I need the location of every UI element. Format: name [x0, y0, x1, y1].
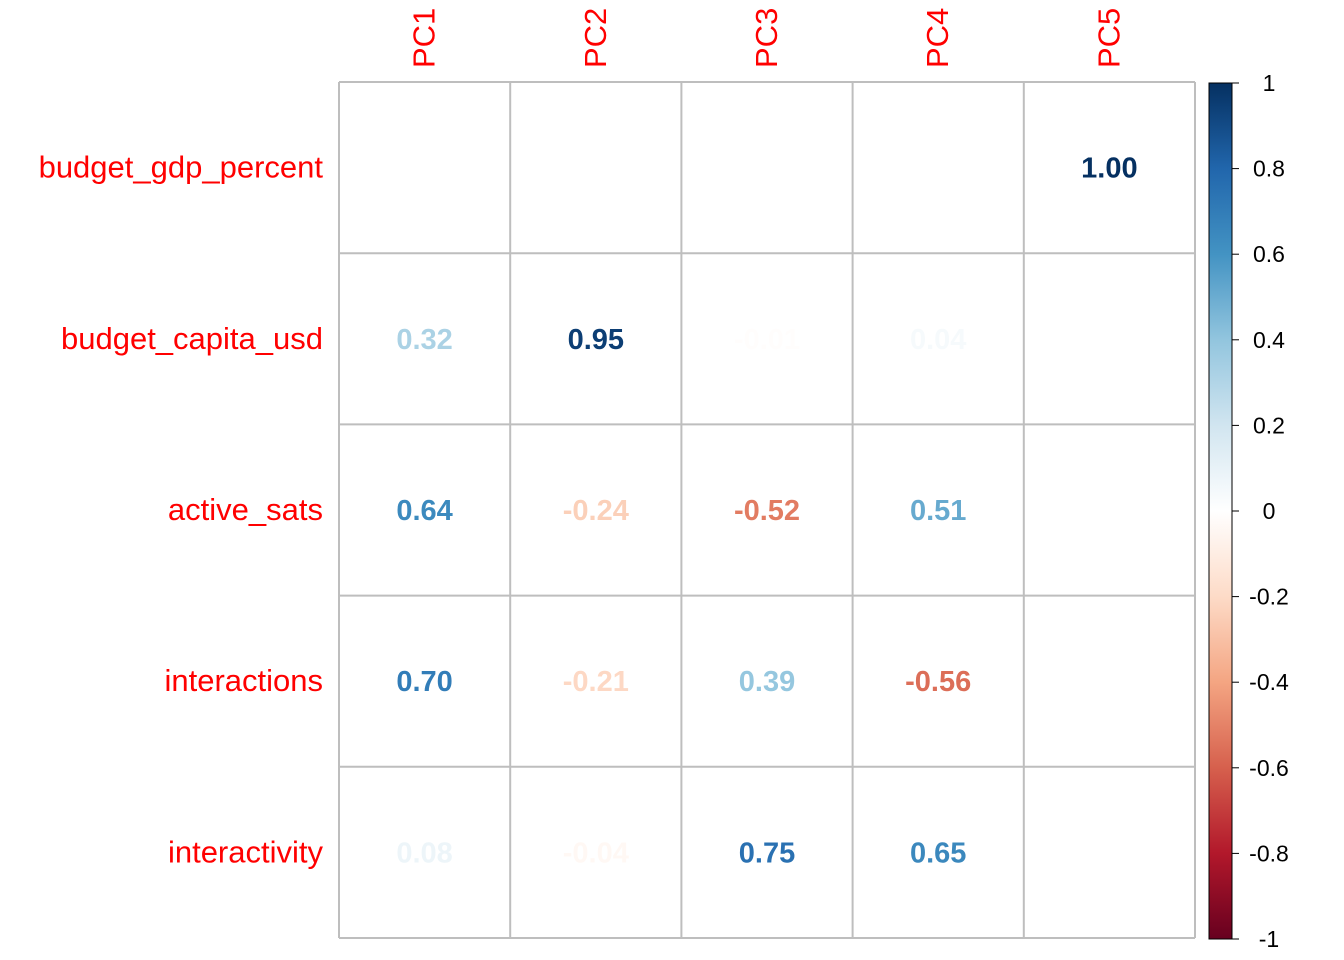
colorbar-tick-label: -0.8 — [1249, 840, 1289, 866]
colorbar: 1 0.8 0.6 0.4 0.2 0 -0.2 -0.4 -0.6 -0.8 -1 — [1208, 70, 1289, 952]
colorbar-bar — [1208, 82, 1233, 940]
column-label-pc5: PC5 — [1091, 8, 1126, 68]
column-label-pc4: PC4 — [920, 8, 955, 68]
cell-value-budget-gdp-percent-pc4: 0.00 — [910, 153, 966, 185]
cell-value-active-sats-pc5: 0.00 — [1081, 495, 1137, 527]
cell-value-budget-gdp-percent-pc5: 1.00 — [1081, 153, 1137, 185]
colorbar-tick-label: 0 — [1263, 498, 1276, 524]
colorbar-tick-label: -0.4 — [1249, 669, 1289, 695]
colorbar-tick-label: -0.6 — [1249, 755, 1289, 781]
cell-value-interactivity-pc2: -0.04 — [563, 837, 629, 869]
row-label-budget-gdp-percent: budget_gdp_percent — [39, 150, 324, 185]
cell-value-budget-capita-usd-pc3: -0.01 — [734, 324, 800, 356]
row-label-interactivity: interactivity — [168, 834, 324, 869]
cell-value-active-sats-pc1: 0.64 — [396, 495, 452, 527]
cell-value-interactivity-pc5: 0.00 — [1081, 837, 1137, 869]
colorbar-tick-label: 0.8 — [1253, 156, 1285, 182]
cell-value-budget-capita-usd-pc2: 0.95 — [568, 324, 624, 356]
column-label-pc3: PC3 — [749, 8, 784, 68]
column-label-pc1: PC1 — [407, 8, 442, 68]
cell-value-interactions-pc3: 0.39 — [739, 666, 795, 698]
cell-value-interactions-pc2: -0.21 — [563, 666, 629, 698]
cell-value-interactions-pc4: -0.56 — [905, 666, 971, 698]
colorbar-tick-label: 0.2 — [1253, 412, 1285, 438]
cell-value-budget-capita-usd-pc1: 0.32 — [396, 324, 452, 356]
cell-value-budget-capita-usd-pc5: 0.00 — [1081, 324, 1137, 356]
column-labels: PC1 PC2 PC3 PC4 PC5 — [407, 8, 1127, 68]
heatmap-values: 0.00 0.00 0.00 0.00 1.00 0.32 0.95 -0.01 0.04 0.0… — [396, 153, 1137, 870]
colorbar-tick-label: 0.6 — [1253, 241, 1285, 267]
row-label-budget-capita-usd: budget_capita_usd — [61, 321, 323, 356]
cell-value-interactions-pc1: 0.70 — [396, 666, 452, 698]
colorbar-tick-label: 1 — [1263, 70, 1276, 96]
row-label-active-sats: active_sats — [168, 492, 323, 527]
cell-value-active-sats-pc4: 0.51 — [910, 495, 966, 527]
cell-value-budget-gdp-percent-pc2: 0.00 — [568, 153, 624, 185]
row-label-interactions: interactions — [164, 663, 323, 698]
cell-value-budget-gdp-percent-pc1: 0.00 — [396, 153, 452, 185]
cell-value-active-sats-pc2: -0.24 — [563, 495, 629, 527]
cell-value-budget-gdp-percent-pc3: 0.00 — [739, 153, 795, 185]
cell-value-interactivity-pc4: 0.65 — [910, 837, 966, 869]
cell-value-active-sats-pc3: -0.52 — [734, 495, 800, 527]
colorbar-tick-label: -0.2 — [1249, 584, 1289, 610]
colorbar-tick-label: -1 — [1259, 926, 1279, 952]
cell-value-interactivity-pc3: 0.75 — [739, 837, 795, 869]
column-label-pc2: PC2 — [578, 8, 613, 68]
cell-value-interactivity-pc1: 0.08 — [396, 837, 452, 869]
colorbar-tick-label: 0.4 — [1253, 327, 1285, 353]
cell-value-budget-capita-usd-pc4: 0.04 — [910, 324, 966, 356]
row-labels: budget_gdp_percent budget_capita_usdactiv… — [39, 150, 324, 870]
heatmap-grid — [338, 81, 1196, 939]
cell-value-interactions-pc5: 0.00 — [1081, 666, 1137, 698]
